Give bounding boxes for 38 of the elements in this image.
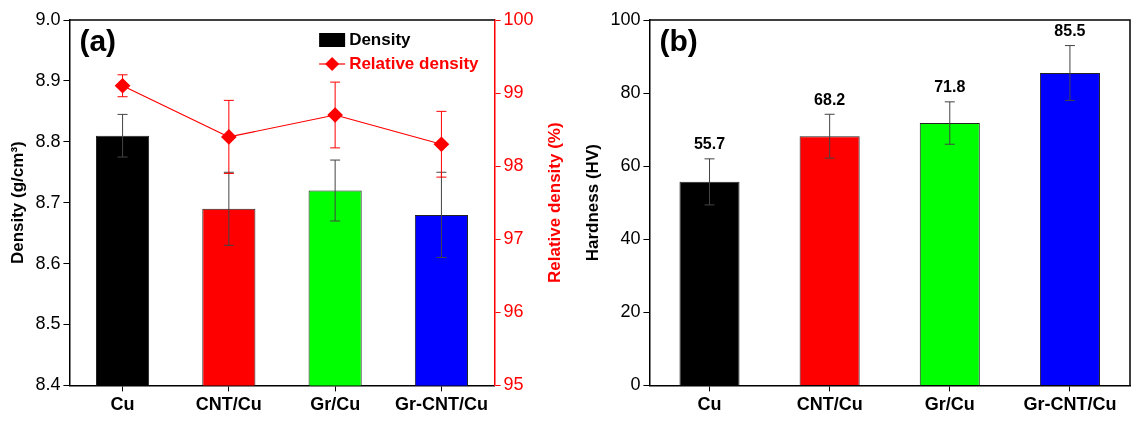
y2-tick-label: 98 xyxy=(503,155,524,176)
y-tick-label: 80 xyxy=(620,82,641,103)
x-tick-label: Gr/Cu xyxy=(924,394,975,415)
y-tick-label: 8.9 xyxy=(35,69,61,90)
y-tick-label: 9.0 xyxy=(35,8,61,29)
data-label: 71.8 xyxy=(934,78,966,96)
annotation: (b) xyxy=(659,24,698,58)
annotation: (a) xyxy=(79,24,117,58)
x-tick-label: CNT/Cu xyxy=(796,394,863,415)
y-tick-label: 20 xyxy=(620,301,641,322)
y2-tick-label: 95 xyxy=(503,374,524,395)
y2-tick-label: 99 xyxy=(503,82,524,103)
y2-tick-label: 100 xyxy=(503,8,534,29)
data-label: 85.5 xyxy=(1054,21,1086,39)
y-axis-title: Density (g/cm³) xyxy=(7,141,27,265)
y-tick-label: 8.6 xyxy=(35,252,61,273)
y-axis-title: Hardness (HV) xyxy=(582,144,602,262)
y-tick-label: 8.7 xyxy=(35,191,61,212)
y2-tick-label: 96 xyxy=(503,301,524,322)
y-tick-label: 0 xyxy=(630,374,641,395)
x-tick-label: Cu xyxy=(697,394,722,415)
y-tick-label: 8.5 xyxy=(35,313,61,334)
y-tick-label: 8.4 xyxy=(35,374,61,395)
x-tick-label: Cu xyxy=(110,394,135,415)
x-tick-label: Gr/Cu xyxy=(310,394,361,415)
y-tick-label: 100 xyxy=(610,8,641,29)
y-tick-label: 8.8 xyxy=(35,130,61,151)
x-tick-label: CNT/Cu xyxy=(195,394,262,415)
y-tick-label: 40 xyxy=(620,228,641,249)
legend-label: Density xyxy=(349,29,412,49)
data-label: 68.2 xyxy=(814,90,846,108)
y2-tick-label: 97 xyxy=(503,228,524,249)
x-tick-label: Gr-CNT/Cu xyxy=(394,394,488,415)
y2-axis-title: Relative density (%) xyxy=(544,122,564,283)
data-label: 55.7 xyxy=(693,135,726,153)
legend-label: Relative density xyxy=(349,53,480,73)
y-tick-label: 60 xyxy=(620,155,641,176)
x-tick-label: Gr-CNT/Cu xyxy=(1023,394,1117,415)
